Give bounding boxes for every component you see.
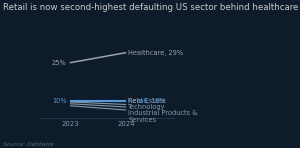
Text: Technology: Technology	[128, 104, 166, 110]
Text: 25%: 25%	[52, 60, 67, 66]
Text: 10%: 10%	[52, 98, 67, 104]
Text: Retail, 10%: Retail, 10%	[128, 98, 166, 104]
Text: Healthcare, 29%: Healthcare, 29%	[128, 50, 184, 56]
Text: Real Estate: Real Estate	[128, 98, 166, 104]
Text: Retail is now second-highest defaulting US sector behind healthcare in 2024: Retail is now second-highest defaulting …	[3, 3, 300, 12]
Text: Source: Debtwire: Source: Debtwire	[3, 141, 54, 147]
Text: Industrial Products &
Services: Industrial Products & Services	[128, 110, 198, 123]
